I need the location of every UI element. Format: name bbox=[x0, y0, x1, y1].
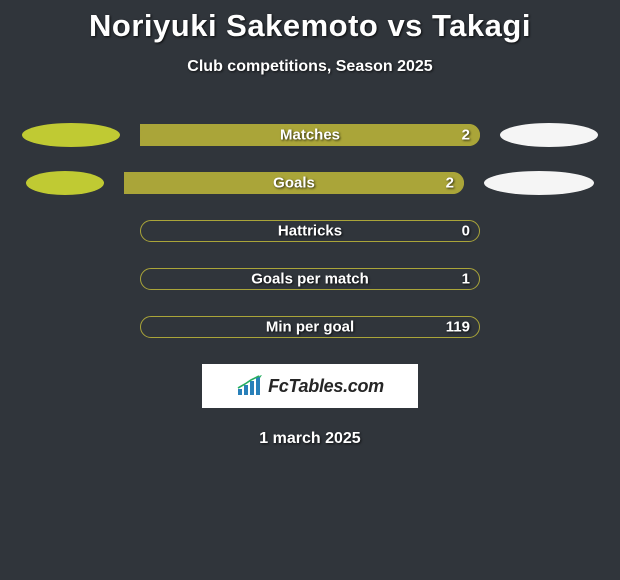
stat-label: Min per goal bbox=[266, 319, 354, 336]
ellipse-left bbox=[22, 123, 120, 147]
stat-bar: Matches 2 bbox=[140, 124, 480, 146]
subtitle: Club competitions, Season 2025 bbox=[0, 58, 620, 76]
logo-inner: FcTables.com bbox=[236, 375, 384, 397]
fctables-chart-icon bbox=[236, 375, 264, 397]
stat-row: Goals per match 1 bbox=[0, 268, 620, 290]
stat-bar: Min per goal 119 bbox=[140, 316, 480, 338]
stat-row: Goals 2 bbox=[0, 172, 620, 194]
stat-rows: Matches 2 Goals 2 Hattricks 0 Goals per match 1… bbox=[0, 124, 620, 338]
stat-value: 2 bbox=[462, 127, 470, 144]
stat-bar: Goals per match 1 bbox=[140, 268, 480, 290]
ellipse-left bbox=[26, 171, 104, 195]
stat-bar: Hattricks 0 bbox=[140, 220, 480, 242]
ellipse-right bbox=[484, 171, 594, 195]
logo-box[interactable]: FcTables.com bbox=[202, 364, 418, 408]
stat-row: Min per goal 119 bbox=[0, 316, 620, 338]
date-label: 1 march 2025 bbox=[0, 430, 620, 448]
logo-text: FcTables.com bbox=[268, 376, 384, 397]
stat-row: Matches 2 bbox=[0, 124, 620, 146]
stat-value: 119 bbox=[446, 319, 470, 336]
stat-row: Hattricks 0 bbox=[0, 220, 620, 242]
stat-label: Goals bbox=[273, 175, 315, 192]
stat-value: 2 bbox=[446, 175, 454, 192]
ellipse-right bbox=[500, 123, 598, 147]
chart-container: Noriyuki Sakemoto vs Takagi Club competi… bbox=[0, 0, 620, 448]
page-title: Noriyuki Sakemoto vs Takagi bbox=[0, 8, 620, 44]
stat-label: Hattricks bbox=[278, 223, 342, 240]
stat-value: 0 bbox=[462, 223, 470, 240]
stat-value: 1 bbox=[462, 271, 470, 288]
stat-label: Matches bbox=[280, 127, 340, 144]
stat-bar: Goals 2 bbox=[124, 172, 464, 194]
stat-label: Goals per match bbox=[251, 271, 369, 288]
